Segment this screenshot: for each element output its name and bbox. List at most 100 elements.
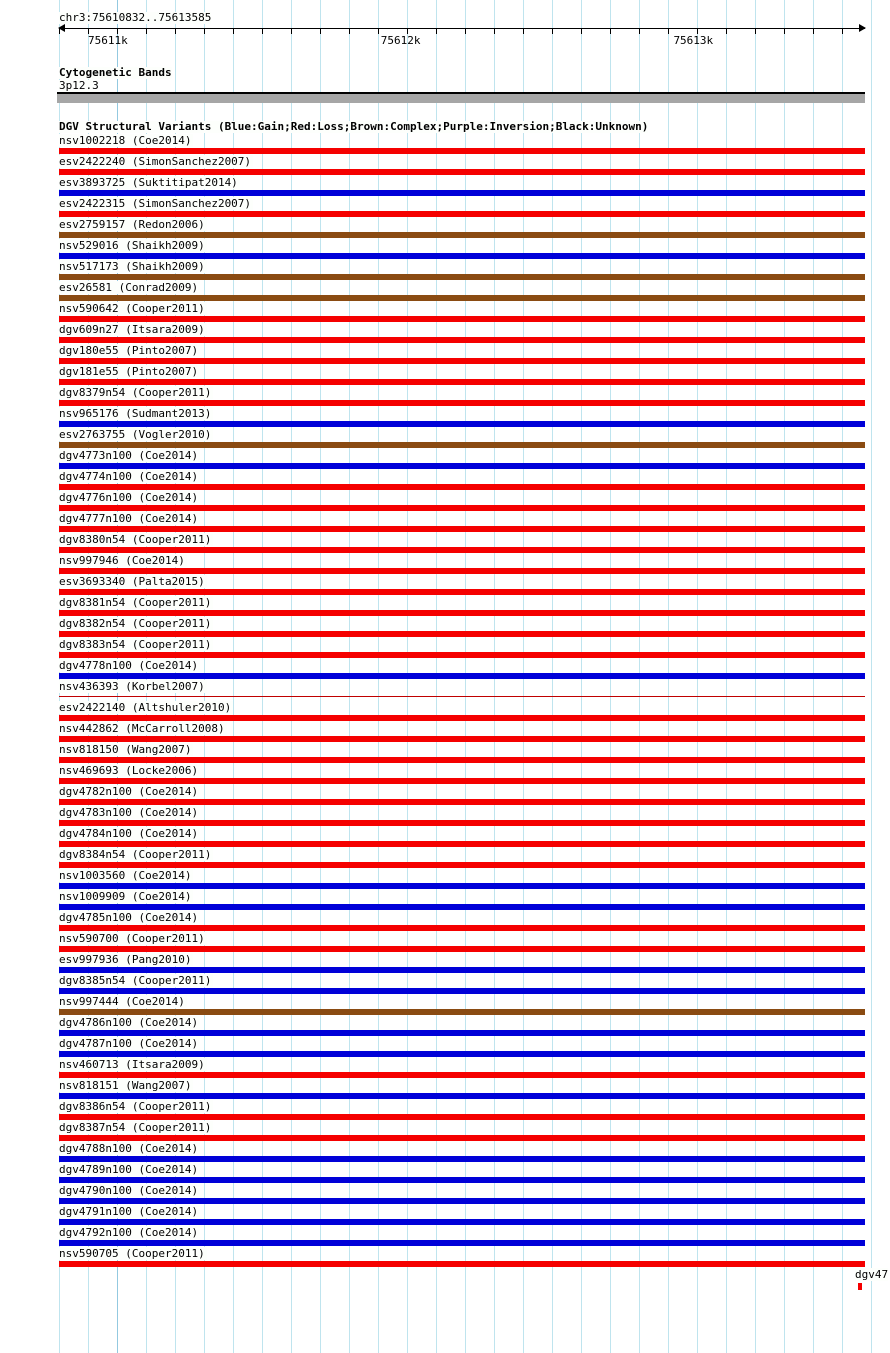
- dgv-variant-label: esv2759157 (Redon2006): [59, 218, 207, 231]
- dgv-variant-bar-loss[interactable]: [59, 148, 865, 154]
- dgv-variant-label: esv26581 (Conrad2009): [59, 281, 201, 294]
- dgv-variant-row: dgv4788n100 (Coe2014): [0, 1142, 890, 1163]
- dgv-variant-label: dgv8383n54 (Cooper2011): [59, 638, 214, 651]
- dgv-variant-bar-loss[interactable]: [59, 547, 865, 553]
- dgv-variant-label: nsv590642 (Cooper2011): [59, 302, 207, 315]
- dgv-variant-bar-loss[interactable]: [59, 715, 865, 721]
- dgv-variant-bar-gain[interactable]: [59, 421, 865, 427]
- dgv-variant-label: esv997936 (Pang2010): [59, 953, 194, 966]
- dgv-variant-bar-gain[interactable]: [59, 904, 865, 910]
- ruler-tick-label: 75612k: [380, 34, 421, 47]
- dgv-variant-bar-loss[interactable]: [59, 841, 865, 847]
- dgv-variant-row: nsv997946 (Coe2014): [0, 554, 890, 575]
- tail-feature-bar[interactable]: [858, 1283, 862, 1290]
- dgv-variant-bar-gain[interactable]: [59, 253, 865, 259]
- dgv-variant-bar-gain[interactable]: [59, 1093, 865, 1099]
- dgv-variant-bar-gain[interactable]: [59, 1156, 865, 1162]
- dgv-variant-bar-loss[interactable]: [59, 757, 865, 763]
- dgv-variant-row: esv2422240 (SimonSanchez2007): [0, 155, 890, 176]
- ruler-tick: [494, 28, 495, 34]
- dgv-variant-label: dgv4788n100 (Coe2014): [59, 1142, 201, 1155]
- dgv-variant-row: nsv1003560 (Coe2014): [0, 869, 890, 890]
- dgv-variant-bar-loss[interactable]: [59, 1072, 865, 1078]
- dgv-variant-row: dgv8384n54 (Cooper2011): [0, 848, 890, 869]
- dgv-variant-bar-loss[interactable]: [59, 169, 865, 175]
- dgv-variant-bar-loss[interactable]: [59, 778, 865, 784]
- dgv-variant-bar-gain[interactable]: [59, 1198, 865, 1204]
- ruler-tick: [378, 28, 379, 34]
- dgv-variant-bar-loss[interactable]: [59, 862, 865, 868]
- ruler-tick: [523, 28, 524, 34]
- dgv-variant-label: dgv8380n54 (Cooper2011): [59, 533, 214, 546]
- dgv-variant-bar-complex[interactable]: [59, 232, 865, 238]
- dgv-variant-bar-gain[interactable]: [59, 1177, 865, 1183]
- dgv-variant-bar-gain[interactable]: [59, 190, 865, 196]
- dgv-variant-row: dgv4786n100 (Coe2014): [0, 1016, 890, 1037]
- dgv-variant-bar-gain[interactable]: [59, 1051, 865, 1057]
- dgv-variant-label: nsv1002218 (Coe2014): [59, 134, 194, 147]
- dgv-variant-bar-loss[interactable]: [59, 610, 865, 616]
- coordinate-ruler[interactable]: 75611k 75612k 75613k: [58, 24, 866, 48]
- dgv-variant-bar-gain[interactable]: [59, 1219, 865, 1225]
- ruler-tick: [552, 28, 553, 34]
- dgv-variant-bar-loss[interactable]: [59, 1114, 865, 1120]
- dgv-variant-bar-loss[interactable]: [59, 799, 865, 805]
- dgv-variant-label: nsv997946 (Coe2014): [59, 554, 187, 567]
- dgv-variant-bar-loss[interactable]: [59, 400, 865, 406]
- dgv-variant-label: dgv609n27 (Itsara2009): [59, 323, 207, 336]
- cytoband-bar[interactable]: [57, 92, 865, 103]
- dgv-variant-row: dgv4787n100 (Coe2014): [0, 1037, 890, 1058]
- dgv-variant-bar-loss[interactable]: [59, 1261, 865, 1267]
- dgv-variant-bar-complex[interactable]: [59, 295, 865, 301]
- dgv-variant-row: nsv529016 (Shaikh2009): [0, 239, 890, 260]
- dgv-variant-bar-loss[interactable]: [59, 337, 865, 343]
- dgv-variant-bar-loss[interactable]: [59, 379, 865, 385]
- dgv-variant-bar-loss[interactable]: [59, 696, 865, 697]
- dgv-variant-bar-loss[interactable]: [59, 505, 865, 511]
- dgv-variant-row: dgv8386n54 (Cooper2011): [0, 1100, 890, 1121]
- dgv-variant-bar-loss[interactable]: [59, 589, 865, 595]
- dgv-variant-bar-gain[interactable]: [59, 673, 865, 679]
- dgv-variant-label: nsv818150 (Wang2007): [59, 743, 194, 756]
- dgv-variant-label: dgv8386n54 (Cooper2011): [59, 1100, 214, 1113]
- dgv-variant-bar-loss[interactable]: [59, 484, 865, 490]
- dgv-variant-bar-loss[interactable]: [59, 316, 865, 322]
- dgv-variant-bar-gain[interactable]: [59, 1030, 865, 1036]
- dgv-variant-bar-loss[interactable]: [59, 358, 865, 364]
- dgv-variant-bar-loss[interactable]: [59, 631, 865, 637]
- dgv-variant-bar-loss[interactable]: [59, 736, 865, 742]
- ruler-tick-label: 75611k: [87, 34, 128, 47]
- dgv-variant-row: nsv517173 (Shaikh2009): [0, 260, 890, 281]
- dgv-variant-row: dgv4776n100 (Coe2014): [0, 491, 890, 512]
- dgv-variant-bar-loss[interactable]: [59, 925, 865, 931]
- dgv-variant-bar-loss[interactable]: [59, 211, 865, 217]
- dgv-variant-label: dgv8387n54 (Cooper2011): [59, 1121, 214, 1134]
- dgv-variant-label: nsv436393 (Korbel2007): [59, 680, 207, 693]
- dgv-variant-bar-loss[interactable]: [59, 1135, 865, 1141]
- dgv-variant-bar-loss[interactable]: [59, 526, 865, 532]
- dgv-variant-bar-gain[interactable]: [59, 967, 865, 973]
- ruler-tick: [204, 28, 205, 34]
- dgv-variant-label: esv2422140 (Altshuler2010): [59, 701, 234, 714]
- dgv-variant-bar-gain[interactable]: [59, 463, 865, 469]
- dgv-variant-label: nsv965176 (Sudmant2013): [59, 407, 214, 420]
- dgv-variant-row: esv2763755 (Vogler2010): [0, 428, 890, 449]
- dgv-variant-bar-gain[interactable]: [59, 1240, 865, 1246]
- dgv-variant-bar-loss[interactable]: [59, 946, 865, 952]
- dgv-variant-label: dgv4790n100 (Coe2014): [59, 1184, 201, 1197]
- ruler-tick: [291, 28, 292, 34]
- dgv-variant-bar-loss[interactable]: [59, 820, 865, 826]
- dgv-variant-row: dgv609n27 (Itsara2009): [0, 323, 890, 344]
- dgv-variant-label: dgv4774n100 (Coe2014): [59, 470, 201, 483]
- dgv-variant-label: nsv469693 (Locke2006): [59, 764, 201, 777]
- dgv-variant-row: dgv8387n54 (Cooper2011): [0, 1121, 890, 1142]
- dgv-variant-bar-complex[interactable]: [59, 1009, 865, 1015]
- dgv-variant-bar-complex[interactable]: [59, 274, 865, 280]
- dgv-variant-label: dgv4784n100 (Coe2014): [59, 827, 201, 840]
- dgv-variant-bar-loss[interactable]: [59, 652, 865, 658]
- dgv-variant-bar-gain[interactable]: [59, 988, 865, 994]
- dgv-variant-bar-gain[interactable]: [59, 883, 865, 889]
- dgv-variant-bar-complex[interactable]: [59, 442, 865, 448]
- dgv-variant-bar-loss[interactable]: [59, 568, 865, 574]
- dgv-variant-label: dgv180e55 (Pinto2007): [59, 344, 201, 357]
